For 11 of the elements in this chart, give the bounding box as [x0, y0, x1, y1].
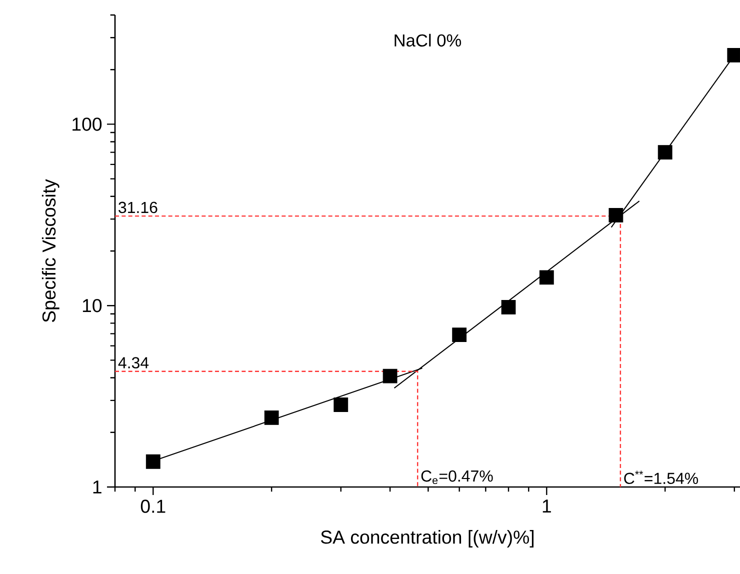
annotation: C$^{**}$=1.54% — [624, 470, 698, 484]
annotation: 31.16 — [118, 202, 158, 214]
y-axis-title: Specific Viscosity — [42, 179, 60, 322]
y-tick-label: 100 — [72, 118, 102, 131]
x-tick-label: 0.1 — [140, 500, 166, 513]
y-tick-label: 1 — [93, 480, 102, 494]
y-tick-label: 10 — [82, 298, 102, 312]
annotation: 4.34 — [118, 357, 149, 368]
text: NaCl 0% — [394, 34, 462, 47]
annotation: C$_{e}$=0.47% — [421, 470, 493, 484]
x-axis-title: SA concentration [(w/v)%] — [320, 530, 534, 548]
